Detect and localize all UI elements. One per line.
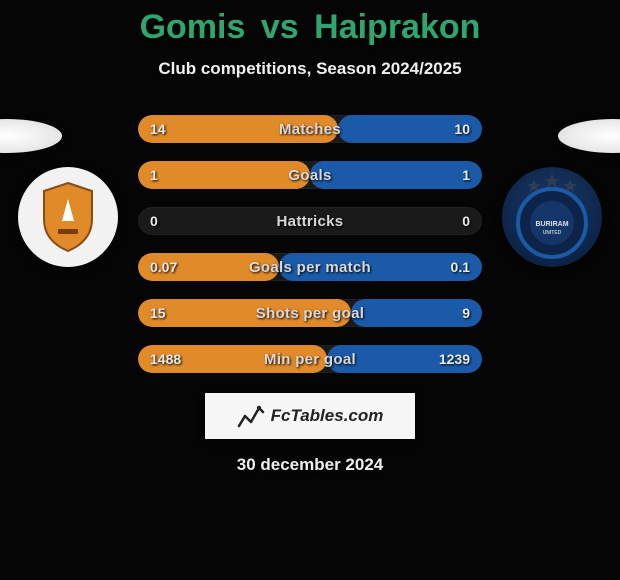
title-player-left: Gomis xyxy=(140,8,246,46)
title-vs: vs xyxy=(261,8,299,46)
stat-row: 00Hattricks xyxy=(138,207,482,235)
stat-row: 1410Matches xyxy=(138,115,482,143)
club-badge-right: BURIRAM UNITED xyxy=(502,167,602,267)
svg-text:UNITED: UNITED xyxy=(543,230,562,236)
buriram-badge-icon: BURIRAM UNITED xyxy=(502,167,602,267)
player-photo-left xyxy=(0,119,62,153)
stat-row: 14881239Min per goal xyxy=(138,345,482,373)
stat-label: Goals xyxy=(138,161,482,189)
player-photo-right xyxy=(558,119,620,153)
content-area: BURIRAM UNITED 1410Matches 11Goals 00Hattr… xyxy=(0,97,620,517)
stat-label: Shots per goal xyxy=(138,299,482,327)
stat-row: 11Goals xyxy=(138,161,482,189)
footer-date: 30 december 2024 xyxy=(0,455,620,475)
title-player-right: Haiprakon xyxy=(314,8,480,46)
watermark: FcTables.com xyxy=(205,393,415,439)
stat-label: Min per goal xyxy=(138,345,482,373)
shield-icon xyxy=(40,181,96,253)
stat-label: Goals per match xyxy=(138,253,482,281)
stat-label: Hattricks xyxy=(138,207,482,235)
stat-row: 159Shots per goal xyxy=(138,299,482,327)
stats-container: 1410Matches 11Goals 00Hattricks 0.070.1Goal… xyxy=(138,115,482,391)
watermark-text: FcTables.com xyxy=(271,406,384,426)
stat-row: 0.070.1Goals per match xyxy=(138,253,482,281)
subtitle: Club competitions, Season 2024/2025 xyxy=(0,59,620,79)
stat-label: Matches xyxy=(138,115,482,143)
fctables-logo-icon xyxy=(237,404,265,428)
comparison-title: Gomis vs Haiprakon xyxy=(0,0,620,47)
svg-text:BURIRAM: BURIRAM xyxy=(535,221,568,228)
club-badge-left xyxy=(18,167,118,267)
